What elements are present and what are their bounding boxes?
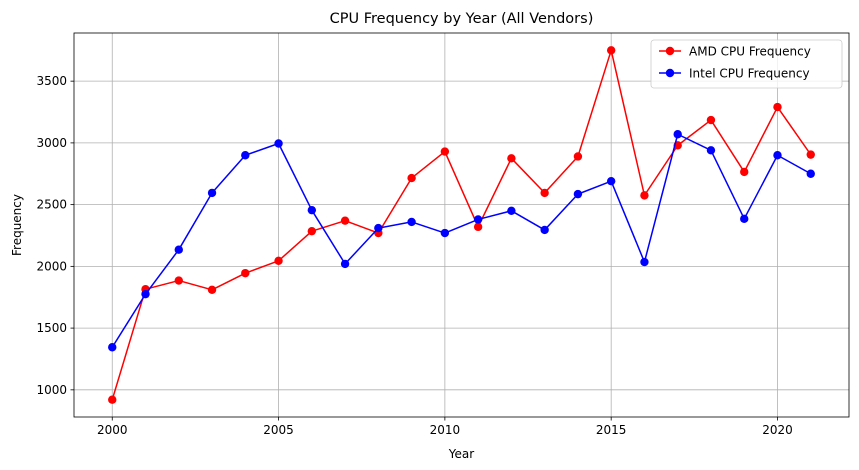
x-tick-label: 2000 (97, 423, 128, 437)
intel-legend-label: Intel CPU Frequency (689, 67, 810, 81)
intel-data-point (540, 225, 549, 235)
x-tick-label: 2015 (596, 423, 627, 437)
intel-data-point (473, 215, 483, 224)
chart-title: CPU Frequency by Year (All Vendors) (330, 11, 594, 27)
amd-data-point (640, 191, 649, 200)
y-axis-label: Frequency (10, 194, 24, 256)
amd-data-point (473, 222, 483, 232)
intel-data-point (706, 146, 716, 155)
intel-data-point (241, 151, 250, 160)
intel-data-point (440, 228, 450, 238)
y-tick-label: 3000 (36, 136, 67, 150)
intel-data-point (174, 245, 183, 254)
intel-data-point (573, 189, 583, 199)
intel-data-point (507, 206, 516, 216)
amd-data-point (706, 115, 716, 125)
intel-data-point (207, 188, 217, 198)
y-tick-label: 2000 (36, 259, 67, 273)
y-tick-label: 1500 (36, 321, 67, 335)
intel-legend-marker (665, 68, 675, 78)
axis-ticks: 2000 2005 2010 2015 2020 1000 1500 2000 2500 3000… (36, 74, 792, 437)
x-tick-label: 2020 (762, 423, 793, 437)
intel-data-point (806, 169, 815, 178)
amd-data-point (440, 147, 450, 156)
y-tick-label: 1000 (36, 383, 67, 397)
x-axis-label: Year (448, 447, 474, 461)
amd-data-point (407, 173, 416, 183)
intel-data-point (108, 343, 117, 352)
amd-data-point (307, 226, 317, 236)
amd-data-point (540, 188, 549, 198)
plot-frame (73, 32, 850, 418)
amd-legend-marker (665, 46, 675, 56)
intel-data-point (640, 257, 649, 267)
intel-series-line (111, 133, 812, 348)
intel-data-point (740, 214, 749, 224)
amd-legend-label: AMD CPU Frequency (689, 45, 811, 59)
amd-data-point (740, 167, 749, 177)
amd-series-line (111, 49, 812, 400)
amd-data-point (207, 285, 217, 295)
amd-data-point (806, 150, 815, 159)
intel-data-point (340, 259, 350, 269)
intel-data-point (773, 151, 782, 160)
amd-data-point (174, 276, 183, 285)
amd-data-point (507, 154, 516, 163)
amd-data-point (773, 102, 782, 112)
amd-data-point (340, 216, 350, 225)
intel-data-point (407, 217, 416, 227)
intel-data-point (141, 289, 150, 299)
amd-data-point (573, 152, 583, 161)
y-tick-label: 3500 (36, 74, 67, 88)
legend: AMD CPU Frequency Intel CPU Frequency (650, 39, 843, 89)
plot-series (108, 46, 815, 404)
x-tick-label: 2005 (263, 423, 294, 437)
amd-data-point (108, 395, 117, 404)
amd-data-point (241, 268, 250, 278)
intel-data-point (673, 130, 682, 139)
y-tick-label: 2500 (36, 198, 67, 212)
x-tick-label: 2010 (430, 423, 461, 437)
intel-data-point (606, 176, 616, 186)
amd-data-point (274, 256, 283, 266)
intel-data-point (374, 223, 383, 233)
intel-data-point (307, 205, 317, 215)
amd-data-point (606, 46, 616, 55)
legend-box (650, 39, 843, 89)
intel-data-point (274, 139, 283, 148)
